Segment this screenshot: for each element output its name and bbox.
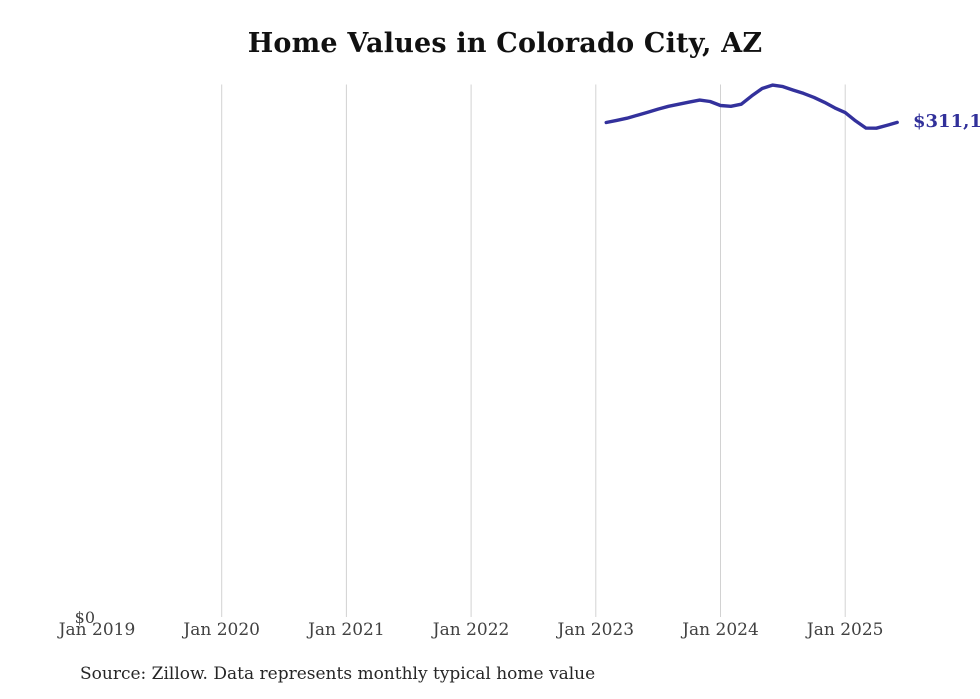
y-axis-zero-label: $0 (74, 608, 95, 627)
line-chart-plot (221, 83, 899, 617)
x-tick-jan-2022: Jan 2022 (432, 620, 510, 640)
x-tick-jan-2023: Jan 2023 (557, 620, 635, 640)
source-note: Source: Zillow. Data represents monthly … (80, 664, 596, 684)
x-tick-jan-2024: Jan 2024 (682, 620, 759, 640)
latest-value-label: $311,166 (913, 111, 980, 132)
x-tick-jan-2021: Jan 2021 (308, 620, 385, 640)
x-tick-jan-2025: Jan 2025 (806, 620, 884, 640)
year-gridlines (221, 84, 846, 617)
x-tick-jan-2020: Jan 2020 (183, 620, 260, 640)
chart-title: Home Values in Colorado City, AZ (247, 28, 763, 59)
x-tick-jan-2019: Jan 2019 (58, 620, 136, 640)
home-value-line (604, 83, 899, 130)
